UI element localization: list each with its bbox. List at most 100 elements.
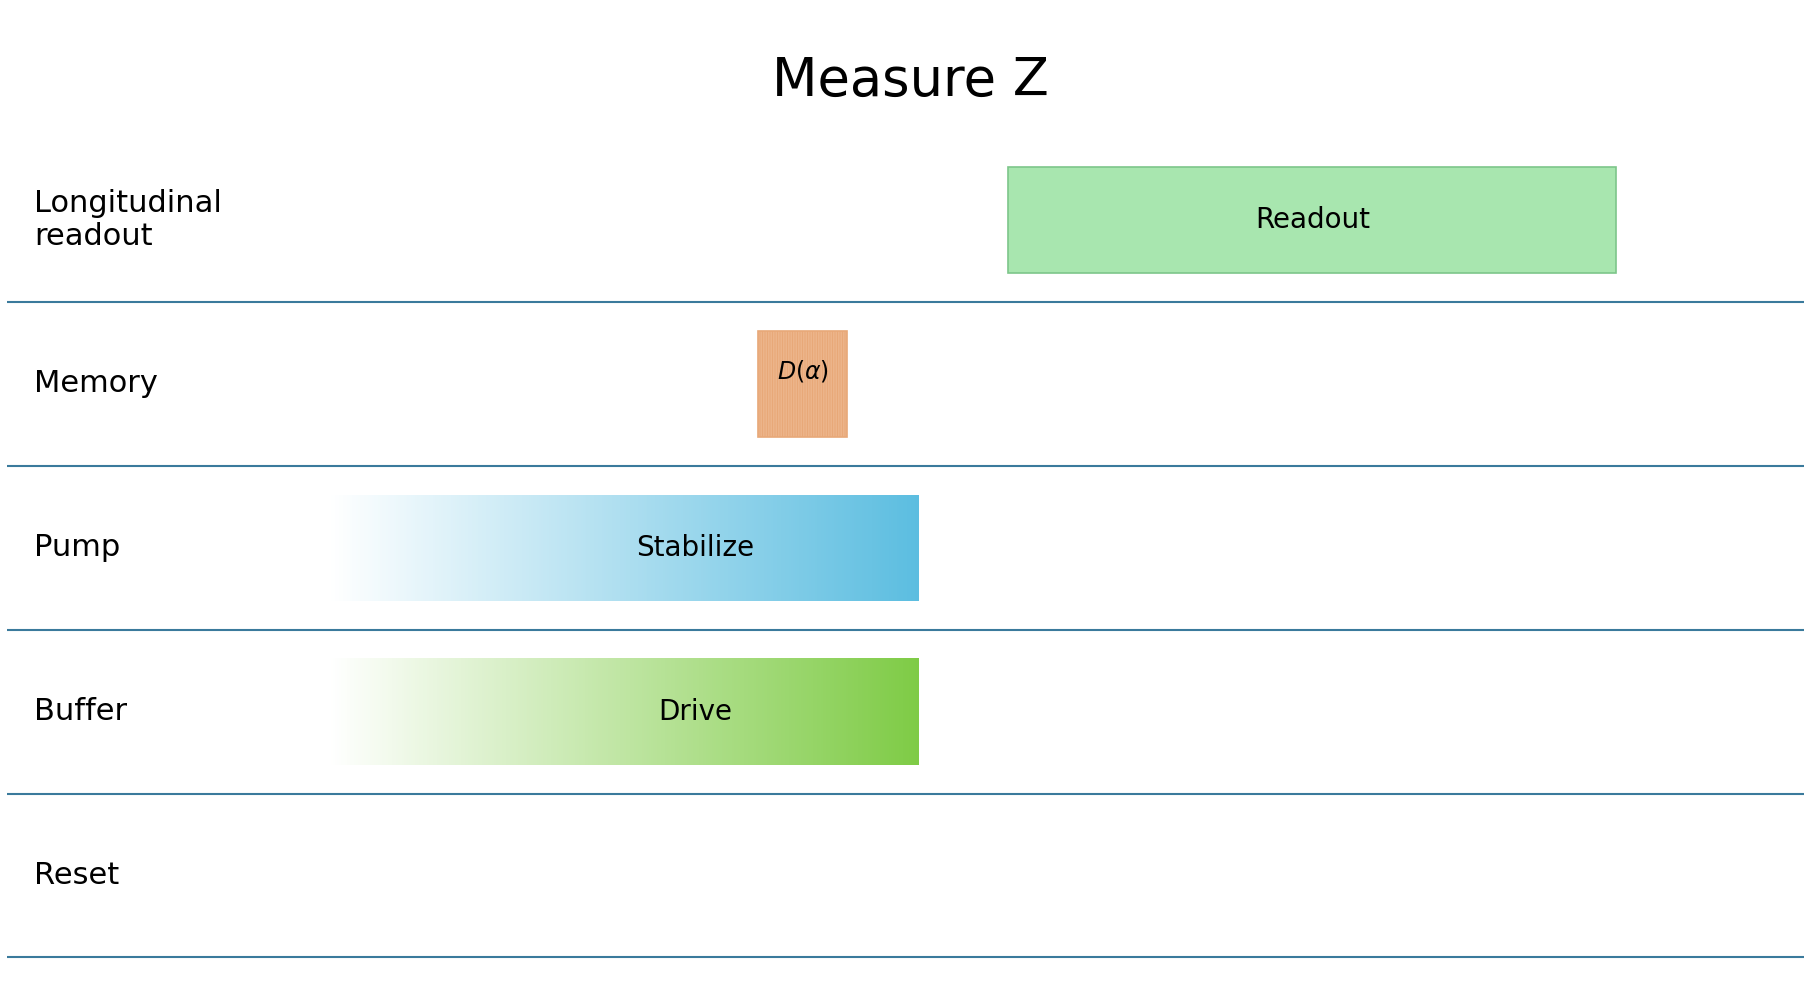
Bar	[552, 494, 554, 601]
Bar	[838, 494, 840, 601]
Bar	[848, 494, 849, 601]
Bar	[661, 494, 663, 601]
Bar	[531, 659, 534, 764]
Bar	[833, 494, 835, 601]
Bar	[744, 659, 746, 764]
Bar	[855, 494, 857, 601]
Bar	[840, 494, 842, 601]
Bar	[788, 494, 790, 601]
Bar	[346, 494, 348, 601]
Bar	[708, 494, 710, 601]
Bar	[502, 659, 503, 764]
Bar	[679, 659, 681, 764]
Bar	[744, 494, 746, 601]
Bar	[333, 494, 335, 601]
Bar	[857, 494, 858, 601]
Bar	[413, 494, 415, 601]
Bar	[904, 494, 906, 601]
Bar	[513, 659, 514, 764]
Bar	[491, 494, 493, 601]
Bar	[455, 494, 456, 601]
Bar	[540, 659, 541, 764]
Bar	[380, 659, 382, 764]
Bar	[402, 494, 404, 601]
Bar	[627, 494, 628, 601]
Text: Longitudinal
readout: Longitudinal readout	[34, 189, 221, 251]
Bar	[694, 494, 695, 601]
Bar	[570, 659, 572, 764]
Bar	[779, 494, 781, 601]
Bar	[862, 494, 864, 601]
Bar	[837, 659, 838, 764]
Bar	[723, 659, 724, 764]
Bar	[569, 659, 570, 764]
Bar	[594, 659, 596, 764]
Bar	[614, 659, 616, 764]
Bar	[503, 494, 505, 601]
Bar	[580, 659, 581, 764]
Bar	[851, 659, 855, 764]
Bar	[503, 659, 505, 764]
Bar	[712, 494, 714, 601]
Bar	[701, 659, 703, 764]
Bar	[382, 659, 384, 764]
Bar	[636, 494, 637, 601]
Bar	[793, 659, 795, 764]
Bar	[753, 659, 755, 764]
Bar	[523, 659, 525, 764]
Bar	[777, 659, 779, 764]
Bar	[878, 659, 880, 764]
Bar	[561, 494, 563, 601]
Bar	[728, 659, 730, 764]
Text: $D(\alpha)$: $D(\alpha)$	[777, 358, 829, 384]
Bar	[797, 494, 799, 601]
Bar	[833, 659, 835, 764]
Bar	[590, 494, 592, 601]
Bar	[889, 494, 891, 601]
Bar	[650, 494, 652, 601]
Bar	[791, 494, 793, 601]
Bar	[704, 494, 706, 601]
Bar	[498, 494, 500, 601]
Bar	[411, 494, 413, 601]
Bar	[873, 494, 877, 601]
Bar	[608, 494, 610, 601]
Bar	[536, 494, 538, 601]
Bar	[639, 659, 641, 764]
Bar	[750, 494, 752, 601]
Bar	[458, 494, 460, 601]
Bar	[518, 494, 520, 601]
Bar	[610, 494, 612, 601]
Bar	[857, 659, 858, 764]
Bar	[451, 494, 453, 601]
Bar	[661, 659, 663, 764]
Bar	[793, 494, 795, 601]
Bar	[422, 659, 424, 764]
Bar	[453, 494, 455, 601]
Bar	[828, 659, 831, 764]
Bar	[431, 494, 433, 601]
Bar	[618, 494, 619, 601]
Bar	[826, 494, 828, 601]
Bar	[440, 494, 444, 601]
Bar	[612, 494, 614, 601]
Text: Readout: Readout	[1255, 206, 1369, 234]
Bar	[498, 659, 500, 764]
Bar	[650, 659, 652, 764]
Bar	[610, 659, 612, 764]
Bar	[648, 659, 650, 764]
Bar	[877, 659, 878, 764]
Bar	[811, 494, 813, 601]
Bar	[407, 494, 409, 601]
Bar	[690, 494, 694, 601]
Bar	[572, 659, 574, 764]
Bar	[380, 494, 382, 601]
Bar	[543, 494, 545, 601]
Bar	[902, 659, 904, 764]
Bar	[395, 659, 398, 764]
Bar	[585, 659, 587, 764]
Bar	[904, 659, 906, 764]
Bar	[474, 659, 476, 764]
Bar	[637, 659, 639, 764]
Bar	[516, 659, 518, 764]
